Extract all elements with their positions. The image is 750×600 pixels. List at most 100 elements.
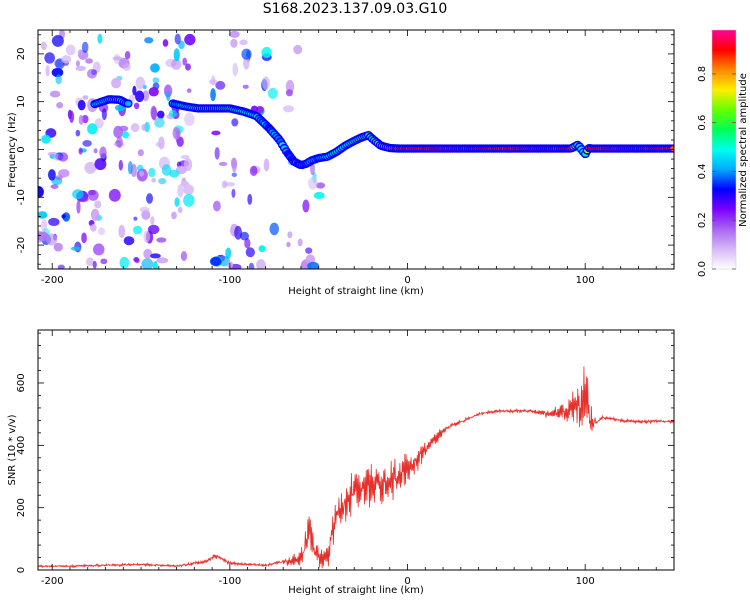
spectrogram-noise-point [213, 200, 221, 212]
spectrogram-noise-point [302, 199, 310, 213]
spectrogram-noise-point [45, 65, 50, 77]
spectrogram-noise-point [239, 39, 248, 46]
spectrogram-noise-point [225, 247, 232, 259]
spectrogram-noise-point [55, 74, 62, 85]
spectrogram-noise-point [144, 121, 150, 133]
spectrogram-noise-point [55, 175, 63, 180]
spectrogram-noise-point [229, 30, 240, 38]
spectrogram-noise-point [57, 264, 65, 269]
spectrogram-noise-point [134, 259, 140, 264]
spectrogram-x-tick-label: -100 [219, 275, 242, 286]
spectrogram-noise-point [297, 238, 303, 247]
spectrogram-noise-point [258, 245, 266, 253]
spectrogram-noise-point [61, 214, 66, 219]
spectrogram-noise-point [40, 41, 47, 50]
spectrogram-noise-point [41, 134, 51, 144]
spectrogram-noise-point [156, 237, 167, 243]
spectrogram-noise-point [49, 90, 61, 98]
spectrogram-ridge-point [670, 145, 674, 152]
spectrogram-noise-point [287, 231, 293, 239]
snr-x-tick-label: 0 [404, 576, 410, 587]
spectrogram-noise-point [48, 217, 60, 227]
spectrogram-noise-point [51, 35, 64, 47]
figure-title: S168.2023.137.09.03.G10 [262, 1, 448, 17]
spectrogram-noise-point [210, 88, 216, 102]
spectrogram-y-tick-label: -10 [16, 189, 27, 205]
colorbar: 0.0 0.2 0.4 0.6 0.8 Normalized spectral ampl… [697, 29, 749, 277]
spectrogram-noise-point [108, 188, 121, 202]
spectrogram-noise-point [147, 224, 160, 235]
spectrogram-noise-point [162, 39, 169, 47]
spectrogram-noise-point [134, 90, 145, 102]
spectrogram-noise-point [94, 200, 102, 209]
spectrogram-noise-point [180, 180, 190, 188]
spectrogram-noise-point [90, 223, 97, 232]
spectrogram-noise-point [92, 243, 105, 256]
spectrogram-noise-point [186, 88, 192, 93]
snr-frame [37, 329, 675, 571]
snr-series-line [38, 366, 674, 569]
spectrogram-noise-point [78, 147, 83, 155]
spectrogram-noise-point [57, 152, 69, 162]
spectrogram-noise-point [141, 209, 151, 220]
spectrogram-noise-point [50, 184, 59, 189]
spectrogram-noise-point [286, 241, 291, 248]
spectrogram-noise-point [133, 216, 138, 221]
spectrogram-noise-point [99, 146, 107, 159]
spectrogram-noise-point [51, 67, 64, 78]
spectrogram-noise-point [101, 108, 107, 121]
spectrogram-noise-point [38, 211, 48, 219]
spectrogram-noise-point [171, 59, 182, 70]
spectrogram-noise-point [180, 155, 190, 160]
spectrogram-noise-point [307, 261, 320, 269]
spectrogram-noise-point [116, 136, 123, 149]
spectrogram-noise-point [81, 41, 89, 54]
spectrogram-noise-point [150, 253, 161, 259]
snr-x-tick-label: -100 [219, 576, 242, 587]
spectrogram-noise-point [158, 177, 167, 185]
spectrogram-noise-point [152, 77, 160, 84]
spectrogram-noise-point [77, 99, 86, 111]
spectrogram-noise-point [184, 112, 195, 126]
spectrogram-noise-point [124, 51, 131, 60]
colorbar-gradient [712, 30, 736, 269]
spectrogram-noise-point [70, 246, 81, 251]
snr-y-tick-label: 600 [16, 373, 27, 392]
spectrogram-noise-point [173, 48, 180, 62]
spectrogram-noise-point [168, 109, 178, 118]
spectrogram-noise-point [231, 188, 236, 198]
spectrogram-noise-point [121, 131, 130, 139]
spectrogram-noise-point [135, 76, 146, 90]
spectrogram-x-tick-label: 0 [404, 275, 410, 286]
spectrogram-noise-point [269, 222, 280, 236]
colorbar-tick-label: 0.8 [697, 66, 708, 82]
spectrogram-noise-point [267, 87, 278, 99]
spectrogram-noise-point [231, 118, 239, 127]
spectrogram-noise-point [248, 262, 255, 269]
spectrogram-noise-point [98, 227, 106, 236]
spectrogram-noise-point [210, 256, 222, 267]
spectrogram-noise-point [150, 216, 155, 225]
spectrogram-noise-point [85, 58, 94, 64]
spectrogram-noise-point [261, 46, 272, 58]
colorbar-label: Normalized spectral amplitude [738, 73, 749, 227]
spectrogram-noise-point [183, 193, 195, 207]
spectrogram-noise-point [242, 84, 249, 89]
spectrogram-noise-point [174, 33, 181, 45]
spectrogram-noise-point [82, 140, 92, 147]
spectrogram-noise-point [143, 230, 151, 243]
spectrogram-noise-point [150, 63, 160, 73]
spectrogram-noise-point [78, 49, 83, 56]
spectrogram-noise-point [75, 129, 81, 137]
spectrogram-noise-point [156, 257, 169, 264]
spectrogram-noise-point [90, 208, 100, 221]
snr-x-tick-label: -200 [41, 576, 64, 587]
spectrogram-noise-point [241, 48, 252, 60]
spectrogram-noise-point [92, 260, 97, 269]
spectrogram-noise-point [111, 77, 122, 89]
spectrogram-noise-point [221, 180, 228, 189]
spectrogram-noise-point [165, 91, 171, 102]
spectrogram-noise-point [94, 158, 107, 171]
spectrogram-noise-point [97, 33, 103, 44]
